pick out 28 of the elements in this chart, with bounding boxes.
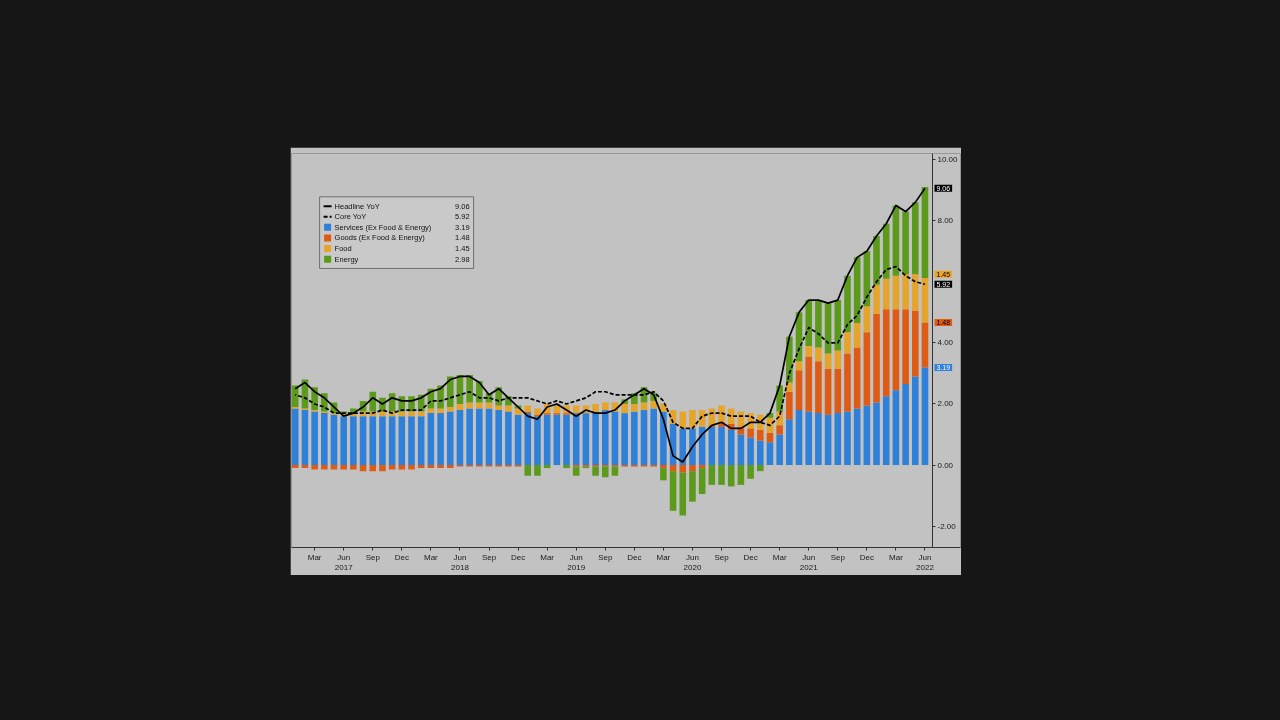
y-tick-label: 0.00 [937,460,954,470]
x-tick-label: Jun 2017 [334,552,354,573]
x-tick-label: Jun 2019 [567,552,586,573]
y-tick-label: -2.00 [937,521,957,531]
x-tick-label: Dec [743,552,758,562]
x-tick-label: Sep [830,552,846,562]
x-tick-label: Sep [714,552,730,562]
x-tick-label: Mar [540,552,555,562]
x-tick-label: Dec [394,552,409,562]
x-tick-label: Dec [510,552,526,562]
x-tick-label: Jun 2020 [683,552,702,573]
x-tick-label: Dec [859,552,874,562]
y-tick-label: 2.00 [937,399,954,409]
x-tick-label: Mar [772,552,787,562]
x-tick-label: Jun 2021 [799,552,819,573]
y-tick-label: 8.00 [937,216,954,226]
y-tick-label: 4.00 [937,338,954,348]
x-tick-label: Mar [656,552,671,562]
x-tick-label: Mar [889,552,904,562]
x-tick-label: Mar [423,552,439,562]
x-tick-label: Jun 2018 [451,552,470,573]
x-tick-label: Sep [598,552,613,562]
x-tick-label: Mar [307,552,322,562]
x-tick-label: Sep [365,552,381,562]
x-tick-label: Sep [481,552,497,562]
x-tick-label: Dec [627,552,642,562]
x-tick-label: Jun 2022 [916,552,935,573]
y-tick-label: 10.00 [937,155,959,165]
